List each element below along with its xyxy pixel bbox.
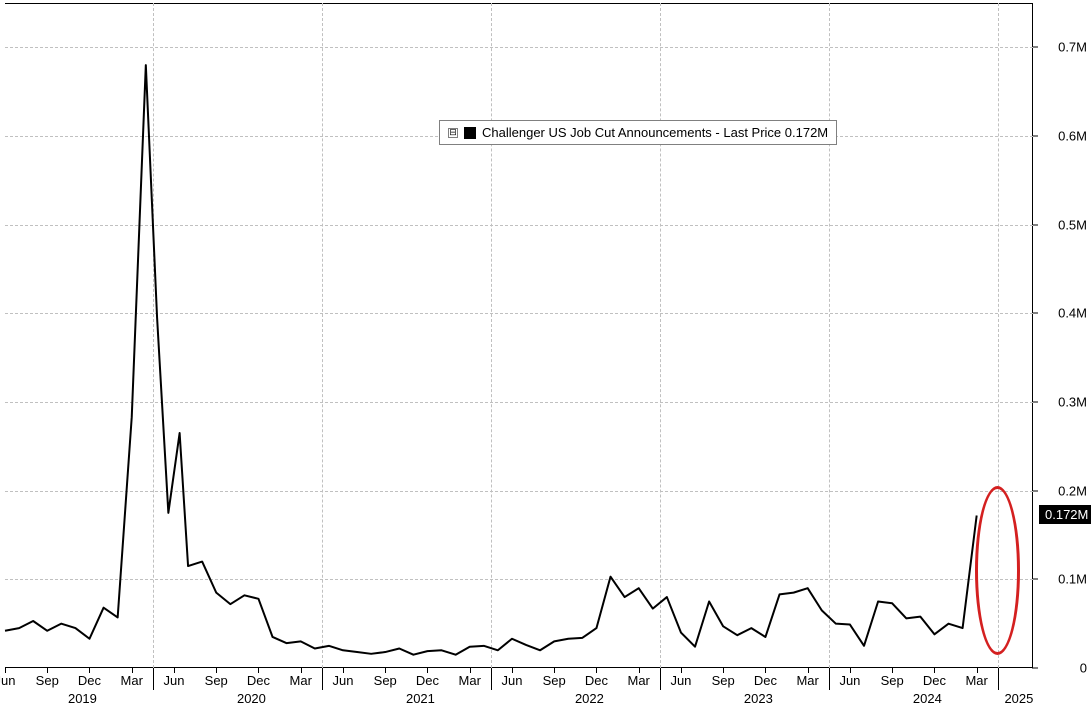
y-axis-label: 0.5M (1058, 217, 1087, 232)
x-axis-year-divider (660, 668, 661, 690)
x-axis-month-label: Dec (416, 673, 439, 688)
gridline-horizontal (5, 313, 1033, 314)
x-axis-month-label: Jun (501, 673, 522, 688)
chart-container: 0 0.1M 0.2M 0.3M 0.4M 0.5M 0.6M 0.7M Jun Sep Dec M… (0, 0, 1091, 714)
x-axis-tick (639, 668, 640, 673)
x-axis-tick (174, 668, 175, 673)
y-axis-label: 0.6M (1058, 129, 1087, 144)
x-axis-month-label: Jun (164, 673, 185, 688)
legend-text: Challenger US Job Cut Announcements - La… (482, 125, 828, 140)
x-axis-tick (132, 668, 133, 673)
x-axis-month-label: Mar (290, 673, 312, 688)
x-axis-year-divider (322, 668, 323, 690)
x-axis-tick (258, 668, 259, 673)
x-axis-month-label: Sep (543, 673, 566, 688)
x-axis-month-label: Jun (670, 673, 691, 688)
x-axis-tick (47, 668, 48, 673)
y-axis-label: 0.4M (1058, 306, 1087, 321)
gridline-vertical (153, 3, 154, 668)
x-axis-year-label: 2019 (68, 691, 97, 706)
x-axis-year-label: 2021 (406, 691, 435, 706)
x-axis-year-divider (153, 668, 154, 690)
x-axis-tick (343, 668, 344, 673)
gridline-horizontal (5, 579, 1033, 580)
x-axis-month-label: Jun (332, 673, 353, 688)
legend-toggle-icon[interactable]: ⊟ (448, 128, 458, 138)
gridline-vertical (998, 3, 999, 668)
gridline-vertical (491, 3, 492, 668)
x-axis-month-label: Jun (0, 673, 15, 688)
y-axis-tick (1032, 668, 1038, 669)
x-axis-year-divider (491, 668, 492, 690)
x-axis-tick (512, 668, 513, 673)
x-axis-tick (808, 668, 809, 673)
gridline-horizontal (5, 491, 1033, 492)
x-axis-tick (89, 668, 90, 673)
x-axis-tick (427, 668, 428, 673)
x-axis-tick (977, 668, 978, 673)
x-axis-tick (554, 668, 555, 673)
plot-area (5, 3, 1033, 668)
y-axis-label: 0.3M (1058, 395, 1087, 410)
x-axis-month-label: Sep (374, 673, 397, 688)
x-axis-month-label: Sep (205, 673, 228, 688)
y-axis-label: 0.1M (1058, 572, 1087, 587)
x-axis-year-label: 2023 (744, 691, 773, 706)
x-axis-tick (5, 668, 6, 673)
x-axis-tick (596, 668, 597, 673)
gridline-vertical (660, 3, 661, 668)
x-axis-year-divider (998, 668, 999, 690)
x-axis-tick (765, 668, 766, 673)
x-axis-month-label: Dec (78, 673, 101, 688)
x-axis-year-divider (829, 668, 830, 690)
callout-text: 0.172M (1045, 507, 1088, 522)
gridline-vertical (322, 3, 323, 668)
legend-swatch (464, 127, 476, 139)
x-axis-tick (892, 668, 893, 673)
x-axis-month-label: Mar (121, 673, 143, 688)
x-axis-month-label: Dec (247, 673, 270, 688)
x-axis-tick (723, 668, 724, 673)
legend[interactable]: ⊟ Challenger US Job Cut Announcements - … (439, 120, 837, 145)
x-axis-month-label: Mar (459, 673, 481, 688)
last-price-callout: 0.172M (1039, 505, 1091, 524)
gridline-horizontal (5, 402, 1033, 403)
x-axis-month-label: Mar (627, 673, 649, 688)
x-axis-month-label: Mar (965, 673, 987, 688)
x-axis-month-label: Dec (923, 673, 946, 688)
x-axis-month-label: Jun (839, 673, 860, 688)
x-axis-month-label: Dec (754, 673, 777, 688)
x-axis-year-label: 2024 (913, 691, 942, 706)
x-axis-month-label: Dec (585, 673, 608, 688)
x-axis-year-label: 2020 (237, 691, 266, 706)
x-axis-month-label: Sep (881, 673, 904, 688)
x-axis-tick (385, 668, 386, 673)
gridline-vertical (829, 3, 830, 668)
x-axis-month-label: Mar (796, 673, 818, 688)
y-axis-label: 0.2M (1058, 483, 1087, 498)
x-axis-tick (934, 668, 935, 673)
x-axis-tick (681, 668, 682, 673)
x-axis-tick (216, 668, 217, 673)
x-axis-month-label: Sep (712, 673, 735, 688)
x-axis-year-label: 2025 (1004, 691, 1033, 706)
gridline-horizontal (5, 47, 1033, 48)
y-axis-label: 0.7M (1058, 40, 1087, 55)
x-axis-year-label: 2022 (575, 691, 604, 706)
gridline-horizontal (5, 225, 1033, 226)
x-axis-month-label: Sep (36, 673, 59, 688)
x-axis-tick (301, 668, 302, 673)
x-axis-tick (850, 668, 851, 673)
y-axis-label: 0 (1080, 661, 1087, 676)
x-axis-tick (470, 668, 471, 673)
